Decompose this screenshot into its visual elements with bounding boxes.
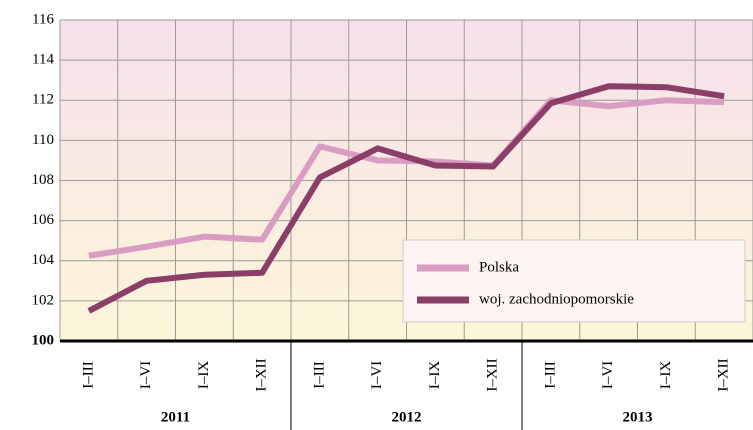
x-tick-label: I–IX <box>427 361 443 389</box>
legend-box <box>402 239 746 323</box>
y-tick-label: 110 <box>32 132 54 148</box>
y-tick-label: 112 <box>32 92 54 108</box>
x-tick-label: I–XII <box>254 358 270 391</box>
group-label: 2011 <box>161 409 190 425</box>
group-label: 2012 <box>392 409 422 425</box>
series-line <box>87 83 725 314</box>
y-tick-label: 104 <box>32 252 55 268</box>
x-tick-label: I–VI <box>369 361 385 389</box>
x-tick-label: I–VI <box>600 361 616 389</box>
y-tick-label: 108 <box>32 172 55 188</box>
x-tick-label: I–III <box>542 361 558 388</box>
x-tick-label: I–III <box>80 361 96 388</box>
y-tick-label: 106 <box>32 212 55 228</box>
group-label: 2013 <box>623 409 653 425</box>
legend-label: Polska <box>479 259 519 275</box>
x-tick-label: I–IX <box>196 361 212 389</box>
legend-label: woj. zachodniopomorskie <box>479 291 634 307</box>
x-tick-label: I–IX <box>658 361 674 389</box>
y-tick-label: 100 <box>32 332 55 348</box>
x-tick-label: I–XII <box>485 358 501 391</box>
y-tick-label: 114 <box>32 52 54 68</box>
y-tick-label: 102 <box>32 292 55 308</box>
series-line <box>88 97 725 259</box>
x-tick-label: I–VI <box>138 361 154 389</box>
y-tick-label: 116 <box>32 11 54 27</box>
x-tick-label: I–III <box>311 361 327 388</box>
x-tick-label: I–XII <box>716 358 732 391</box>
